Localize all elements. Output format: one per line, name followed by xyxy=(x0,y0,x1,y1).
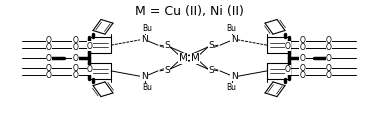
Text: N: N xyxy=(141,72,147,81)
Text: O: O xyxy=(46,71,52,80)
Text: S: S xyxy=(208,66,214,75)
Text: O: O xyxy=(326,71,332,80)
Text: O: O xyxy=(326,36,332,45)
Text: O: O xyxy=(326,64,332,73)
Text: N: N xyxy=(141,35,147,44)
Text: N: N xyxy=(231,72,237,81)
Text: S: S xyxy=(164,41,170,50)
Text: O: O xyxy=(326,54,332,62)
Text: O: O xyxy=(46,36,52,45)
Text: O: O xyxy=(87,66,93,74)
Text: S: S xyxy=(208,41,214,50)
Text: O: O xyxy=(73,43,79,52)
Text: Bu: Bu xyxy=(142,24,152,33)
Text: O: O xyxy=(299,71,305,80)
Text: O: O xyxy=(46,64,52,73)
Text: S: S xyxy=(164,66,170,75)
Text: Bu: Bu xyxy=(226,83,236,92)
Text: O: O xyxy=(299,54,305,62)
Text: O: O xyxy=(73,64,79,73)
Text: O: O xyxy=(46,54,52,62)
Text: O: O xyxy=(87,42,93,51)
Text: O: O xyxy=(73,71,79,80)
Text: M: M xyxy=(191,53,200,63)
Text: Bu: Bu xyxy=(226,24,236,33)
Text: O: O xyxy=(73,36,79,45)
Text: O: O xyxy=(299,36,305,45)
Text: O: O xyxy=(299,64,305,73)
Text: O: O xyxy=(326,43,332,52)
Text: N: N xyxy=(231,35,237,44)
Text: M = Cu (II), Ni (II): M = Cu (II), Ni (II) xyxy=(135,5,243,18)
Text: O: O xyxy=(285,42,291,51)
Text: M: M xyxy=(178,53,187,63)
Text: O: O xyxy=(46,43,52,52)
Text: O: O xyxy=(285,66,291,74)
Text: O: O xyxy=(73,54,79,62)
Text: Bu: Bu xyxy=(142,83,152,92)
Text: O: O xyxy=(299,43,305,52)
